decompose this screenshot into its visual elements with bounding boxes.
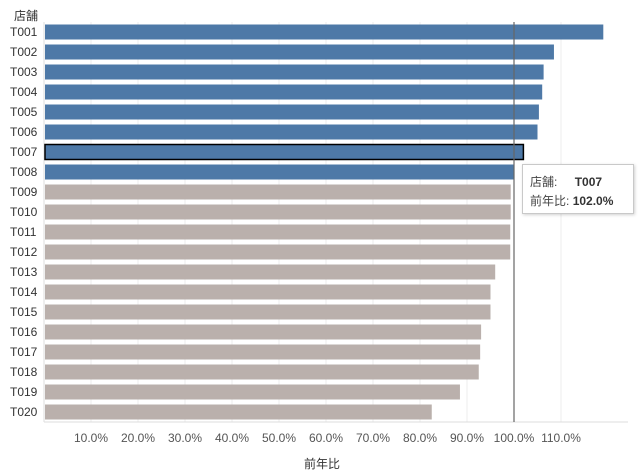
bar-T008[interactable] <box>45 164 514 180</box>
bar-T007[interactable] <box>44 143 525 161</box>
bar-T003[interactable] <box>45 64 544 80</box>
tooltip-store-label: 店舗: <box>530 175 558 189</box>
bar-T009[interactable] <box>45 184 511 200</box>
bar-T019[interactable] <box>45 384 460 400</box>
bar-T005[interactable] <box>45 104 539 120</box>
x-axis-title: 前年比 <box>303 457 340 471</box>
bars <box>44 24 604 420</box>
category-labels: T001 T002 T003 T004 T005 T006 T007 T008 T009 T010… <box>10 25 38 419</box>
row-header-label: 店舗 <box>14 9 39 23</box>
bar-T002[interactable] <box>45 44 554 60</box>
bar-T015[interactable] <box>45 304 491 320</box>
bar-T020[interactable] <box>45 404 432 420</box>
bar-T012[interactable] <box>45 244 511 260</box>
x-tick-label-70: 70.0% <box>356 431 390 445</box>
bar-T004[interactable] <box>45 84 543 100</box>
bar-T017[interactable] <box>45 344 481 360</box>
category-label-T012: T012 <box>10 245 38 259</box>
category-label-T006: T006 <box>10 125 38 139</box>
x-tick-label-30: 30.0% <box>168 431 202 445</box>
bar-T016[interactable] <box>45 324 482 340</box>
category-label-T011: T011 <box>10 225 37 239</box>
x-tick-label-100: 100.0% <box>494 431 535 445</box>
category-label-T003: T003 <box>10 65 38 79</box>
tooltip-ratio-label: 前年比: <box>530 194 570 208</box>
x-tick-label-20: 20.0% <box>121 431 155 445</box>
bar-T006[interactable] <box>45 124 538 140</box>
gridlines <box>43 22 628 423</box>
category-label-T002: T002 <box>10 45 38 59</box>
bar-T018[interactable] <box>45 364 479 380</box>
bar-T001[interactable] <box>45 24 604 40</box>
x-tick-label-10: 10.0% <box>74 431 108 445</box>
x-tick-label-50: 50.0% <box>262 431 296 445</box>
category-label-T007: T007 <box>10 145 38 159</box>
bar-T011[interactable] <box>45 224 511 240</box>
category-label-T013: T013 <box>10 265 38 279</box>
category-label-T018: T018 <box>10 365 38 379</box>
category-label-T009: T009 <box>10 185 38 199</box>
tooltip: 店舗: T007 前年比: 102.0% <box>522 164 634 214</box>
tooltip-store-value: T007 <box>574 175 603 189</box>
bar-T014[interactable] <box>45 284 491 300</box>
category-label-T016: T016 <box>10 325 38 339</box>
x-axis-ticks: 10.0% 20.0% 30.0% 40.0% 50.0% 60.0% 70.0% 80.0%… <box>74 431 581 445</box>
x-tick-label-40: 40.0% <box>215 431 249 445</box>
x-tick-label-80: 80.0% <box>403 431 437 445</box>
x-tick-label-90: 90.0% <box>450 431 484 445</box>
tooltip-ratio-row: 前年比: 102.0% <box>530 192 613 209</box>
tooltip-store-row: 店舗: T007 <box>530 173 602 190</box>
category-label-T008: T008 <box>10 165 38 179</box>
category-label-T015: T015 <box>10 305 38 319</box>
x-tick-label-110: 110.0% <box>541 431 581 445</box>
category-label-T020: T020 <box>10 405 38 419</box>
category-label-T005: T005 <box>10 105 38 119</box>
category-label-T001: T001 <box>10 25 38 39</box>
tooltip-ratio-value: 102.0% <box>572 194 614 208</box>
category-label-T014: T014 <box>10 285 38 299</box>
bar-T010[interactable] <box>45 204 511 220</box>
category-label-T017: T017 <box>10 345 38 359</box>
category-label-T010: T010 <box>10 205 38 219</box>
bar-T013[interactable] <box>45 264 496 280</box>
x-tick-label-60: 60.0% <box>309 431 343 445</box>
category-label-T004: T004 <box>10 85 38 99</box>
category-label-T019: T019 <box>10 385 38 399</box>
